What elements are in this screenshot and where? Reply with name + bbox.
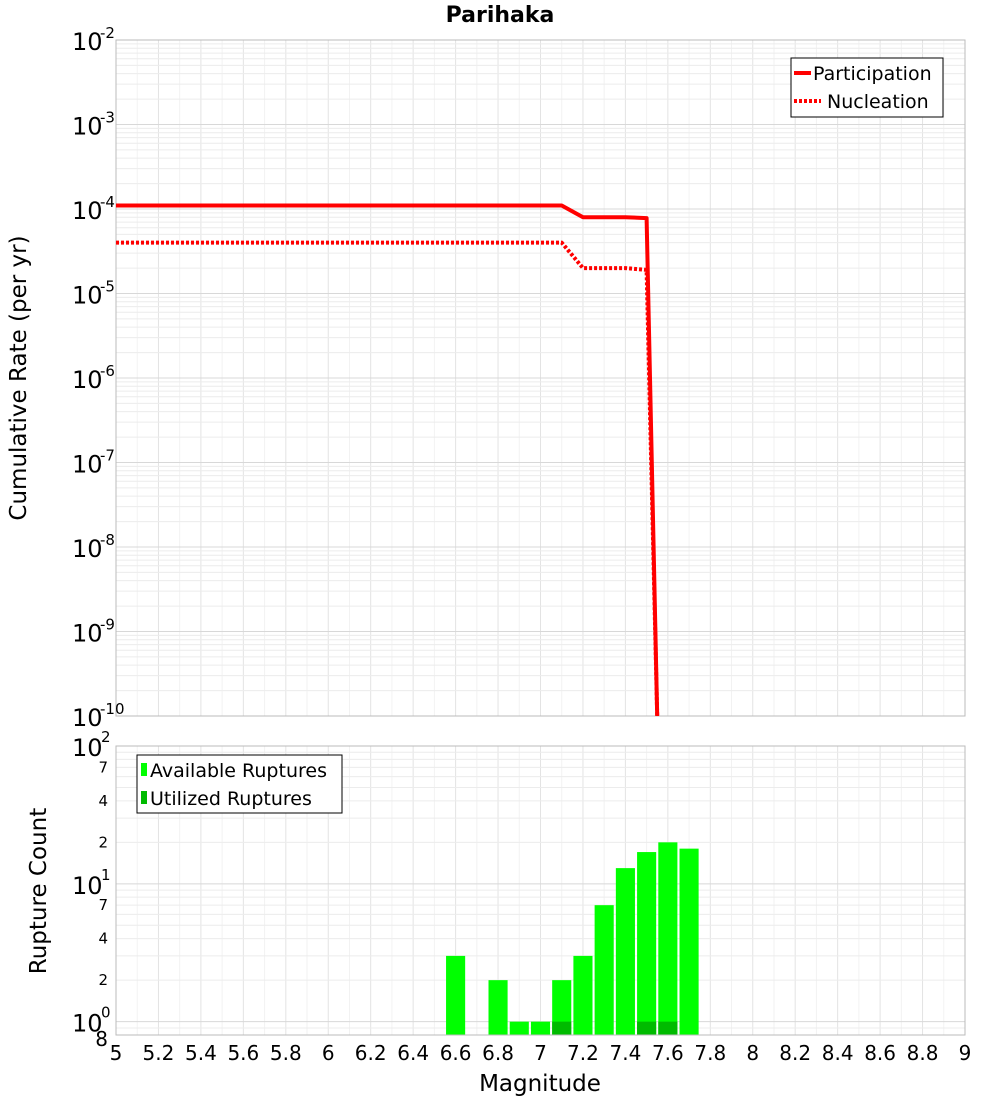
available-ruptures-bar	[594, 905, 614, 1035]
rate-y-tick-exponent: -7	[100, 447, 115, 465]
rate-y-tick-exponent: -9	[100, 616, 115, 634]
count-y-tick-label: 2	[98, 971, 108, 989]
count-y-tick-exponent: 0	[101, 1004, 111, 1022]
nucleation-line	[116, 240, 660, 717]
count-plot-legend[interactable]: Available Ruptures Utilized Ruptures	[136, 754, 343, 814]
available-ruptures-bar	[658, 842, 678, 1035]
rate-plot-y-axis-label: Cumulative Rate (per yr)	[6, 235, 32, 520]
rate-legend-box	[790, 57, 944, 118]
count-y-tick-exponent: 1	[101, 866, 111, 884]
available-ruptures-bar	[446, 955, 466, 1035]
x-tick-label: 5.2	[143, 1041, 175, 1065]
rate-y-tick-exponent: -4	[100, 193, 115, 211]
x-tick-label: 8	[746, 1041, 759, 1065]
rate-y-tick-exponent: -5	[100, 278, 115, 296]
available-ruptures-bar	[488, 980, 508, 1035]
rate-plot-frame	[115, 39, 966, 717]
participation-line	[116, 203, 660, 717]
rate-y-tick-exponent: -2	[100, 24, 115, 42]
x-axis-label: Magnitude	[479, 1071, 601, 1097]
x-tick-label: 7.2	[567, 1041, 599, 1065]
rate-y-tick-base: 10	[72, 535, 103, 563]
rate-y-tick-base: 10	[72, 366, 103, 394]
utilized-ruptures-bar	[552, 1021, 572, 1035]
available-ruptures-bar	[573, 955, 593, 1035]
available-ruptures-bar	[552, 980, 572, 1035]
x-tick-label: 7.6	[652, 1041, 684, 1065]
nucleation-legend-label: Nucleation	[827, 91, 929, 113]
available-ruptures-bar	[530, 1021, 551, 1035]
x-tick-label: 9	[959, 1041, 972, 1065]
count-plot-bars	[446, 842, 699, 1035]
rate-plot-y-ticks: 10-210-310-410-510-610-710-810-910-10	[72, 24, 125, 732]
rate-plot-legend[interactable]: Participation Nucleation	[790, 57, 944, 118]
x-tick-label: 8.2	[779, 1041, 811, 1065]
available-ruptures-bar	[637, 852, 657, 1035]
rate-y-tick-base: 10	[72, 197, 103, 225]
available-ruptures-bar	[509, 1021, 529, 1035]
rate-plot-series	[116, 203, 660, 717]
rate-y-tick-base: 10	[72, 113, 103, 141]
utilized-ruptures-bar	[637, 1021, 657, 1035]
x-tick-label: 5	[110, 1041, 123, 1065]
rate-y-tick-exponent: -10	[100, 700, 125, 718]
x-tick-label: 6.4	[397, 1041, 429, 1065]
count-plot-y-axis-label: Rupture Count	[26, 808, 52, 974]
x-tick-label: 6.8	[482, 1041, 514, 1065]
x-tick-label: 8.6	[864, 1041, 896, 1065]
x-tick-label: 7	[534, 1041, 547, 1065]
x-tick-label: 5.8	[270, 1041, 302, 1065]
rate-y-tick-exponent: -8	[100, 531, 115, 549]
rate-y-tick-base: 10	[72, 620, 103, 648]
rate-y-tick-base: 10	[72, 28, 103, 56]
available-legend-swatch	[141, 763, 147, 776]
count-y-tick-label: 7	[98, 758, 108, 776]
available-ruptures-bar	[679, 848, 699, 1035]
count-y-tick-label: 7	[98, 896, 108, 914]
rate-plot-grid	[115, 40, 966, 717]
x-tick-label: 8.4	[822, 1041, 854, 1065]
count-y-tick-label: 8	[95, 1027, 108, 1051]
available-ruptures-bar	[615, 868, 635, 1035]
x-tick-label: 6	[322, 1041, 335, 1065]
x-tick-label: 7.8	[694, 1041, 726, 1065]
count-y-tick-label: 4	[98, 792, 108, 810]
count-y-tick-label: 2	[98, 833, 108, 851]
rate-y-tick-base: 10	[72, 704, 103, 732]
x-tick-label: 8.8	[907, 1041, 939, 1065]
count-plot-grid	[115, 745, 966, 1036]
available-legend-label: Available Ruptures	[150, 760, 327, 782]
rate-y-tick-base: 10	[72, 451, 103, 479]
count-y-tick-base: 10	[72, 734, 103, 762]
count-y-tick-base: 10	[72, 1010, 103, 1038]
count-plot-x-ticks: 5 5.2 5.4 5.6 5.8 6 6.2 6.4 6.6 6.8 7 7.2 7.4 7.6 7.8 8…	[110, 1041, 972, 1065]
x-tick-label: 5.4	[185, 1041, 217, 1065]
rate-y-tick-base: 10	[72, 282, 103, 310]
utilized-legend-label: Utilized Ruptures	[150, 788, 312, 810]
count-plot-frame	[115, 745, 966, 1036]
x-tick-label: 5.6	[227, 1041, 259, 1065]
x-tick-label: 6.2	[355, 1041, 387, 1065]
participation-legend-label: Participation	[813, 63, 932, 85]
utilized-legend-swatch	[141, 791, 147, 804]
count-y-tick-exponent: 2	[101, 728, 111, 746]
x-tick-label: 6.6	[440, 1041, 472, 1065]
rate-y-tick-exponent: -6	[100, 362, 115, 380]
rate-y-tick-exponent: -3	[100, 109, 115, 127]
x-tick-label: 7.4	[609, 1041, 641, 1065]
count-y-tick-label: 4	[98, 930, 108, 948]
count-y-tick-base: 10	[72, 872, 103, 900]
chart-title: Parihaka	[446, 3, 555, 28]
utilized-ruptures-bar	[658, 1021, 678, 1035]
count-legend-box	[136, 754, 343, 814]
